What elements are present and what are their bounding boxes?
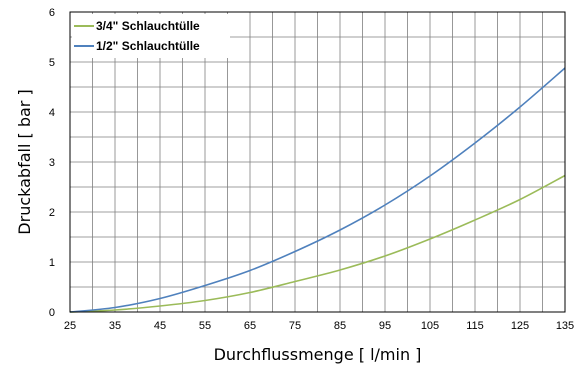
y-tick-label: 1 — [49, 257, 55, 269]
x-tick-labels: 25 35 45 55 65 75 85 95 105 115 125 135 — [64, 320, 574, 332]
x-tick-label: 115 — [466, 320, 484, 332]
x-tick-label: 55 — [199, 320, 211, 332]
y-axis-title: Druckabfall [ bar ] — [15, 89, 34, 234]
legend-label-3-4-inch: 3/4" Schlauchtülle — [96, 19, 200, 33]
x-tick-label: 65 — [244, 320, 256, 332]
x-tick-label: 25 — [64, 320, 76, 332]
y-tick-label: 6 — [49, 7, 55, 19]
y-tick-label: 4 — [49, 107, 55, 119]
x-tick-label: 135 — [556, 320, 574, 332]
x-tick-label: 105 — [421, 320, 439, 332]
y-tick-label: 0 — [49, 307, 55, 319]
x-tick-label: 45 — [154, 320, 166, 332]
x-tick-label: 35 — [109, 320, 121, 332]
legend: 3/4" Schlauchtülle 1/2" Schlauchtülle — [72, 14, 230, 58]
x-tick-label: 125 — [511, 320, 529, 332]
y-tick-labels: 0 1 2 3 4 5 6 — [49, 7, 55, 319]
x-tick-label: 75 — [289, 320, 301, 332]
y-tick-label: 5 — [49, 57, 55, 69]
x-tick-label: 85 — [334, 320, 346, 332]
legend-label-1-2-inch: 1/2" Schlauchtülle — [96, 39, 200, 53]
y-tick-label: 2 — [49, 207, 55, 219]
y-tick-label: 3 — [49, 157, 55, 169]
x-axis-title: Durchflussmenge [ l/min ] — [214, 345, 422, 364]
x-tick-label: 95 — [379, 320, 391, 332]
